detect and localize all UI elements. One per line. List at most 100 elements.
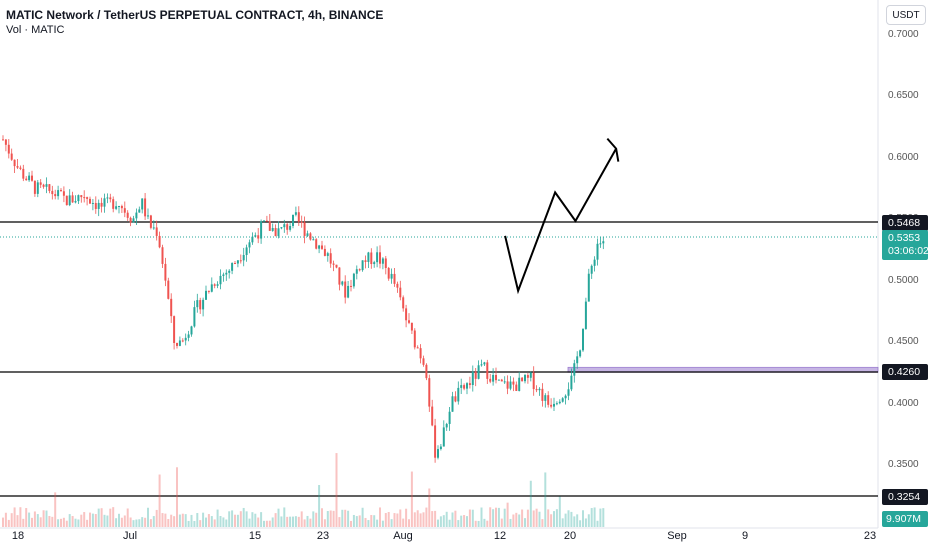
candle-body [358,269,361,271]
resistance-price-tag: 0.5468 [882,215,928,231]
volume-bar [28,512,31,527]
volume-bar [181,513,184,527]
volume-bar [321,508,323,527]
volume-bar [68,514,71,527]
volume-bar [315,512,318,527]
candle-body [7,144,10,154]
volume-bar [48,515,51,527]
candle-body [454,396,457,402]
candle-body [584,301,587,329]
candle-body [187,334,190,338]
volume-bar [318,485,321,527]
currency-button[interactable]: USDT [886,5,926,25]
volume-bar [274,513,277,527]
time-axis-tick: 23 [863,530,877,542]
candle-body [376,252,379,263]
volume-bar [495,507,497,527]
volume-bar [106,515,109,527]
candle-body [292,214,294,226]
current-price-value: 0.5353 [888,232,921,244]
candle-body [77,195,80,202]
candle-body [471,371,474,386]
volume-bar [103,514,106,527]
candle-body [167,280,170,299]
candle-body [335,264,338,268]
volume-bar [466,516,468,527]
candle-body [123,208,126,213]
candle-body [381,258,384,264]
candle-body [518,377,521,391]
volume-bar [239,511,242,527]
volume-bar [593,507,596,527]
candle-body [161,247,164,264]
candle-body [248,242,251,248]
volume-bar [602,508,605,527]
volume-bar [10,513,13,527]
volume-bar [335,453,338,527]
time-axis-tick: 9 [741,530,749,542]
volume-bar [439,516,442,527]
volume-bar [242,507,245,527]
candle-body [352,273,355,287]
candle-body [118,205,120,207]
candle-body [120,205,123,209]
volume-value-tag: 9.907M [882,511,928,527]
volume-bar [471,509,474,527]
candle-body [535,389,538,391]
candle-body [60,190,62,192]
candle-body [506,381,509,389]
volume-bar [13,507,16,527]
volume-bar [167,519,170,527]
candle-body [500,379,503,382]
time-axis-tick: 18 [11,530,25,542]
volume-bar [135,519,138,527]
volume-bar [254,513,257,527]
volume-bar [207,514,210,527]
candle-body [222,274,225,276]
volume-bar [225,519,228,527]
current-price-tag: 0.5353 03:06:02 [882,230,929,260]
candle-body [590,265,593,274]
volume-bar [245,511,248,527]
candle-body [202,299,205,310]
volume-bar [474,520,477,527]
candle-body [71,195,74,203]
candle-body [323,248,326,256]
candle-body [74,201,77,203]
volume-bar [370,514,373,527]
candle-body [428,378,431,407]
candle-body [236,260,239,264]
volume-bar [205,517,207,527]
volume-bar [196,513,199,527]
candle-body [89,198,91,204]
candle-body [260,221,263,239]
volume-bar [338,517,341,527]
bar-countdown: 03:06:02 [888,245,929,257]
candle-body [321,245,323,249]
candle-body [422,358,425,365]
volume-bar [489,507,492,527]
candle-body [210,284,213,292]
price-axis-tick: 0.4500 [888,336,919,348]
volume-bar [120,517,123,527]
volume-bar [381,520,384,527]
candle-body [158,235,161,248]
support-price-tag: 0.4260 [882,364,928,380]
volume-bar [19,507,22,527]
candle-body [480,364,483,366]
volume-bar [558,496,561,527]
volume-bar [294,516,297,527]
volume-bar [286,516,289,527]
volume-bar [149,519,152,527]
volume-bar [532,510,535,527]
volume-bar [454,510,457,527]
candle-body [28,175,31,181]
volume-bar [94,514,97,527]
volume-bar [564,513,567,527]
volume-bar [442,515,445,527]
volume-bar [292,516,294,527]
candle-body [228,270,231,273]
volume-bar [161,513,164,527]
candle-body [97,202,100,209]
